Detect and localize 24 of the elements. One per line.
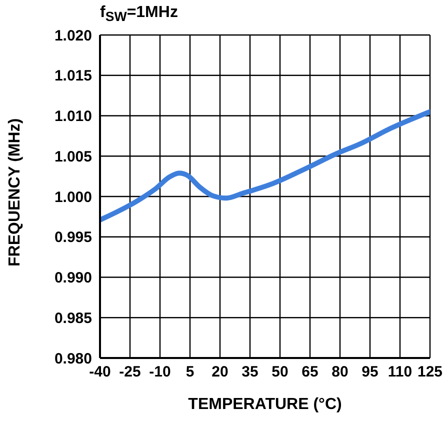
y-tick-label: 0.980	[54, 350, 92, 368]
x-tick-label: -25	[119, 364, 141, 381]
chart-title: f$_{SW}$=1MHz	[100, 4, 178, 24]
y-tick-label: 0.990	[54, 270, 92, 287]
y-tick-label: 1.010	[54, 108, 92, 126]
x-tick-label: 20	[212, 364, 228, 381]
x-tick-label: 50	[272, 364, 288, 381]
y-tick-label: 1.015	[54, 68, 92, 85]
y-axis-title: FREQUENCY (MHz)	[6, 118, 24, 266]
x-tick-label: 5	[186, 364, 194, 381]
x-tick-label: 35	[242, 364, 258, 381]
x-tick-label: 95	[362, 364, 378, 381]
x-tick-label: 110	[388, 364, 412, 381]
y-tick-label: 1.000	[54, 188, 92, 206]
x-axis-title: TEMPERATURE (°C)	[188, 396, 342, 413]
y-tick-label: 0.995	[54, 229, 92, 246]
y-tick-label: 0.985	[54, 310, 92, 327]
y-tick-label: 1.020	[54, 27, 92, 44]
y-tick-label: 1.005	[54, 148, 92, 166]
x-tick-label: -10	[149, 364, 171, 381]
x-tick-label: 125	[417, 364, 443, 381]
x-tick-label: 65	[302, 364, 318, 381]
x-tick-label: 80	[332, 364, 348, 381]
x-tick-label: -40	[89, 364, 111, 381]
